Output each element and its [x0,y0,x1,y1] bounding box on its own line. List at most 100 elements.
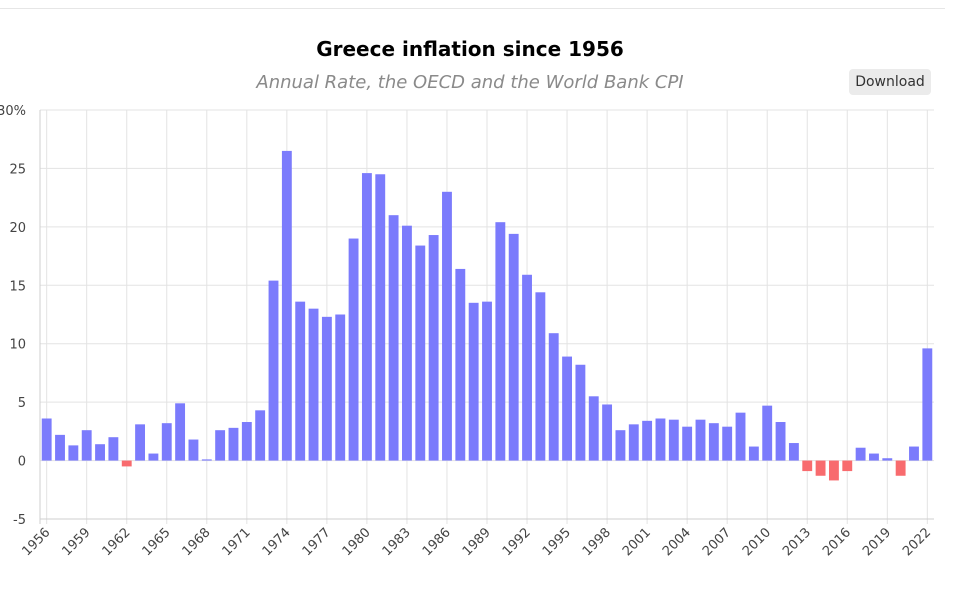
bar-2006[interactable] [708,423,719,461]
bar-1997[interactable] [588,396,599,461]
bar-1982[interactable] [388,215,399,461]
bar-2016[interactable] [842,460,853,472]
x-tick-label: 1980 [340,525,374,559]
x-tick-label: 2007 [700,525,734,559]
bar-2012[interactable] [788,443,799,461]
x-tick-label: 1962 [100,525,134,559]
y-tick-label: 10 [9,338,26,353]
bar-2011[interactable] [775,422,786,461]
bar-1984[interactable] [415,245,426,461]
bar-1979[interactable] [348,238,359,461]
bar-2003[interactable] [668,419,679,461]
bar-2008[interactable] [735,412,746,461]
bar-1999[interactable] [615,430,626,461]
bar-1960[interactable] [95,444,105,461]
bar-2007[interactable] [722,426,733,461]
chart-subtitle: Annual Rate, the OECD and the World Bank… [256,72,684,93]
x-tick-label: 2013 [780,525,814,559]
bar-2019[interactable] [882,458,893,461]
bar-1995[interactable] [562,356,572,461]
y-tick-label: 30% [0,104,26,119]
bar-1959[interactable] [81,430,92,461]
bar-2005[interactable] [695,419,706,461]
bar-1996[interactable] [575,364,586,461]
y-axis-ticks: -5 0 5 10 15 20 25 30% [0,104,26,528]
y-tick-label: -5 [13,513,26,528]
bar-2014[interactable] [815,460,826,476]
bar-1998[interactable] [602,404,613,461]
bar-1977[interactable] [321,316,332,461]
bar-2001[interactable] [642,420,653,461]
x-tick-label: 1968 [180,525,214,559]
bar-2002[interactable] [655,418,666,461]
bar-1993[interactable] [535,292,546,461]
bar-1961[interactable] [108,437,119,461]
x-tick-label: 1992 [500,525,534,559]
bar-2021[interactable] [909,446,919,461]
bar-1980[interactable] [361,173,372,461]
bar-1987[interactable] [455,268,466,461]
bar-1956[interactable] [41,418,52,461]
bar-series [41,150,933,481]
bar-1971[interactable] [241,422,252,461]
bar-1972[interactable] [255,410,266,461]
x-tick-label: 1956 [19,525,53,559]
bar-1963[interactable] [135,424,146,461]
x-tick-label: 1989 [460,525,494,559]
bar-1966[interactable] [175,403,186,461]
bar-1958[interactable] [68,445,79,461]
bar-1957[interactable] [55,434,65,461]
bar-1967[interactable] [188,439,199,461]
y-tick-label: 0 [18,455,26,470]
bar-1985[interactable] [428,235,439,461]
bar-1964[interactable] [148,453,159,461]
bar-2009[interactable] [748,446,759,461]
bar-2000[interactable] [628,424,639,461]
bar-2004[interactable] [682,426,693,461]
bar-1986[interactable] [442,191,452,461]
bar-1962[interactable] [121,460,132,467]
bar-1969[interactable] [215,430,226,461]
bar-1968[interactable] [201,459,212,461]
bar-1992[interactable] [522,274,532,461]
bar-2020[interactable] [895,460,906,476]
bar-2015[interactable] [828,460,839,481]
bar-2017[interactable] [855,447,866,461]
bar-1965[interactable] [161,423,172,461]
x-tick-label: 1983 [380,525,414,559]
x-tick-label: 1986 [420,525,454,559]
bar-1988[interactable] [468,302,479,461]
bar-1989[interactable] [482,301,492,461]
bar-1974[interactable] [281,150,292,461]
bar-2022[interactable] [922,348,933,461]
x-axis-ticks: 1956 1959 1962 1965 1968 1971 1974 1977 1980 1983… [19,525,934,559]
bar-1976[interactable] [308,308,319,461]
x-tick-label: 2004 [660,525,694,559]
x-tick-label: 2016 [820,525,854,559]
download-button[interactable]: Download [849,69,931,95]
x-tick-label: 1959 [60,525,94,559]
x-tick-label: 1971 [220,525,254,559]
y-tick-label: 5 [18,396,26,411]
bar-1991[interactable] [508,233,519,461]
bar-1970[interactable] [228,427,239,461]
bar-2010[interactable] [762,405,773,461]
x-tick-label: 1965 [140,525,174,559]
x-tick-label: 1977 [300,525,334,559]
bar-2018[interactable] [869,453,879,461]
bar-1994[interactable] [548,333,559,461]
bar-1975[interactable] [295,301,306,461]
x-tick-label: 2019 [860,525,894,559]
bar-1981[interactable] [375,174,386,461]
bar-1973[interactable] [268,280,279,461]
x-tick-label: 2022 [900,525,934,559]
x-tick-label: 1995 [540,525,574,559]
bar-1983[interactable] [402,225,412,461]
bar-1978[interactable] [335,314,346,461]
x-tick-label: 1974 [260,525,294,559]
chart-title: Greece inflation since 1956 [316,37,624,61]
bar-2013[interactable] [802,460,813,472]
bar-1990[interactable] [495,222,506,461]
x-tick-label: 2010 [740,525,774,559]
